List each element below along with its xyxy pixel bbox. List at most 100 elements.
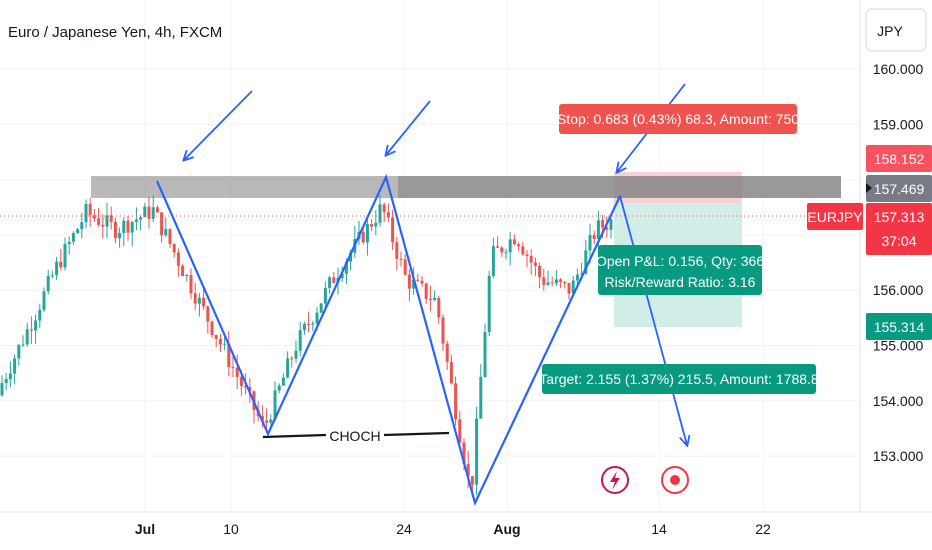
candle-body <box>580 273 584 275</box>
candle-body <box>340 273 344 278</box>
candle-body <box>139 217 143 220</box>
candle-body <box>38 309 42 321</box>
projection-arrow[interactable] <box>619 195 687 445</box>
target-price-text: 155.314 <box>874 319 925 335</box>
candle-body <box>412 279 416 289</box>
candle-body <box>517 244 521 247</box>
candle-body <box>601 220 605 228</box>
candle-body <box>248 386 252 392</box>
candle-body <box>265 420 269 423</box>
candle-body <box>113 221 117 239</box>
swing-path[interactable] <box>155 173 621 507</box>
candle-body <box>29 329 33 331</box>
time-tick-label: 22 <box>755 521 771 537</box>
candle-body <box>197 297 201 304</box>
candle-body <box>395 242 399 259</box>
stop-price-tag <box>866 145 932 172</box>
candle-body <box>4 379 8 384</box>
last-price-text: 157.313 <box>874 209 925 225</box>
candle-body <box>193 293 197 304</box>
pnl-label-box <box>598 245 762 295</box>
candle-body <box>84 203 88 223</box>
candle-body <box>596 220 600 239</box>
candle-body <box>529 256 533 263</box>
candle-body <box>559 279 563 282</box>
candle-body <box>101 224 105 227</box>
candle-body <box>214 335 218 339</box>
resistance-band-dark <box>398 176 841 198</box>
pnl-label-line1: Open P&L: 0.156, Qty: 366 <box>596 253 764 269</box>
candle-body <box>260 416 264 421</box>
candle-body <box>25 329 29 345</box>
candle-body <box>424 283 428 299</box>
candle-body <box>521 246 525 255</box>
candle-body <box>168 229 172 245</box>
candle-body <box>344 261 348 274</box>
candle-body <box>466 464 470 477</box>
candle-body <box>8 373 12 380</box>
candle-body <box>462 442 466 465</box>
price-axis[interactable] <box>860 0 932 512</box>
candle-body <box>470 476 474 485</box>
candle-body <box>584 250 588 274</box>
candle-body <box>403 259 407 275</box>
candle-body <box>147 206 151 219</box>
candle-body <box>290 358 294 360</box>
candle-body <box>479 376 483 419</box>
candle-body <box>365 223 369 243</box>
candle-body <box>315 312 319 324</box>
candle-body <box>244 385 248 387</box>
candle-body <box>235 367 239 377</box>
candle-body <box>206 306 210 322</box>
choch-line-right[interactable] <box>383 431 450 437</box>
candle-body <box>63 244 67 268</box>
entry-price-tag <box>866 175 932 202</box>
candle-body <box>525 254 529 257</box>
pointer-arrow-2[interactable] <box>386 100 431 155</box>
symbol-tag[interactable] <box>807 203 863 230</box>
candle-body <box>575 274 579 281</box>
candle-body <box>59 261 63 268</box>
candle-body <box>227 343 231 368</box>
candle-body <box>76 229 80 234</box>
price-axis-ticks: 160.000 159.000 156.000 155.000 154.000 153.0… <box>873 61 924 464</box>
entry-price-pointer <box>866 183 872 193</box>
time-tick-label: 24 <box>396 521 412 537</box>
candle-body <box>491 246 495 276</box>
pointer-arrow-1[interactable] <box>184 90 253 160</box>
candle-body <box>202 297 206 307</box>
candle-body <box>181 265 185 277</box>
time-axis[interactable] <box>0 512 860 550</box>
candle-body <box>13 358 17 374</box>
candle-body <box>449 361 453 384</box>
candle-body <box>487 275 491 333</box>
candle-body <box>437 298 441 318</box>
price-tick-label: 154.000 <box>873 393 924 409</box>
lightning-icon[interactable] <box>601 466 629 494</box>
candle-body <box>273 390 277 420</box>
candle-body <box>105 215 109 227</box>
choch-label: CHOCH <box>329 428 380 444</box>
stop-label-box <box>559 104 797 134</box>
last-price-tag <box>866 203 932 255</box>
choch-line-left[interactable] <box>262 433 327 439</box>
price-tick-label: 160.000 <box>873 61 924 77</box>
candle-body <box>538 265 542 278</box>
candle-body <box>218 338 222 345</box>
candle-body <box>407 274 411 289</box>
record-icon[interactable] <box>661 466 689 494</box>
candle-body <box>592 234 596 239</box>
candle-body <box>172 244 176 253</box>
time-tick-label: Aug <box>493 521 520 537</box>
price-tick-label: 155.000 <box>873 338 924 354</box>
candle-body <box>160 212 164 236</box>
candle-body <box>97 218 101 225</box>
candle-body <box>361 231 365 243</box>
candle-body <box>294 350 298 359</box>
time-axis-ticks: Jul 10 24 Aug 14 22 <box>135 521 771 537</box>
candle-body <box>504 252 508 254</box>
price-tick-label: 156.000 <box>873 282 924 298</box>
currency-button[interactable] <box>865 8 927 52</box>
candle-body <box>126 220 130 233</box>
